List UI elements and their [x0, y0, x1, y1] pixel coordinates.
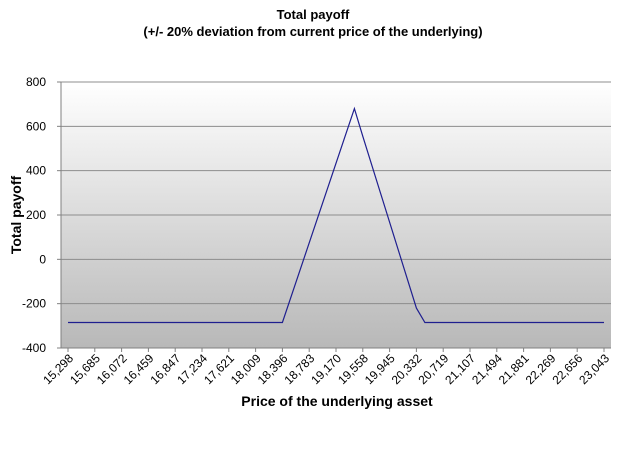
y-tick-label: -400: [22, 341, 46, 355]
chart-title: Total payoff: [277, 7, 350, 22]
series-line-total-payoff: [68, 106, 604, 324]
x-tick-label: 23,043: [576, 351, 612, 387]
gridlines: [61, 81, 611, 305]
chart-subtitle: (+/- 20% deviation from current price of…: [143, 24, 482, 39]
y-tick-label: 600: [26, 119, 46, 133]
y-tick-label: 400: [26, 164, 46, 178]
x-axis-ticks: 15,29815,68516,07216,45916,84717,23417,6…: [40, 348, 612, 387]
y-tick-label: 0: [39, 252, 46, 266]
y-tick-label: -200: [22, 297, 46, 311]
y-axis-label: Total payoff: [8, 176, 24, 255]
y-tick-label: 200: [26, 208, 46, 222]
y-axis-ticks: 800 600 400 200 0 -200 -400: [22, 75, 61, 355]
x-axis-label: Price of the underlying asset: [241, 393, 433, 409]
y-tick-label: 800: [26, 75, 46, 89]
